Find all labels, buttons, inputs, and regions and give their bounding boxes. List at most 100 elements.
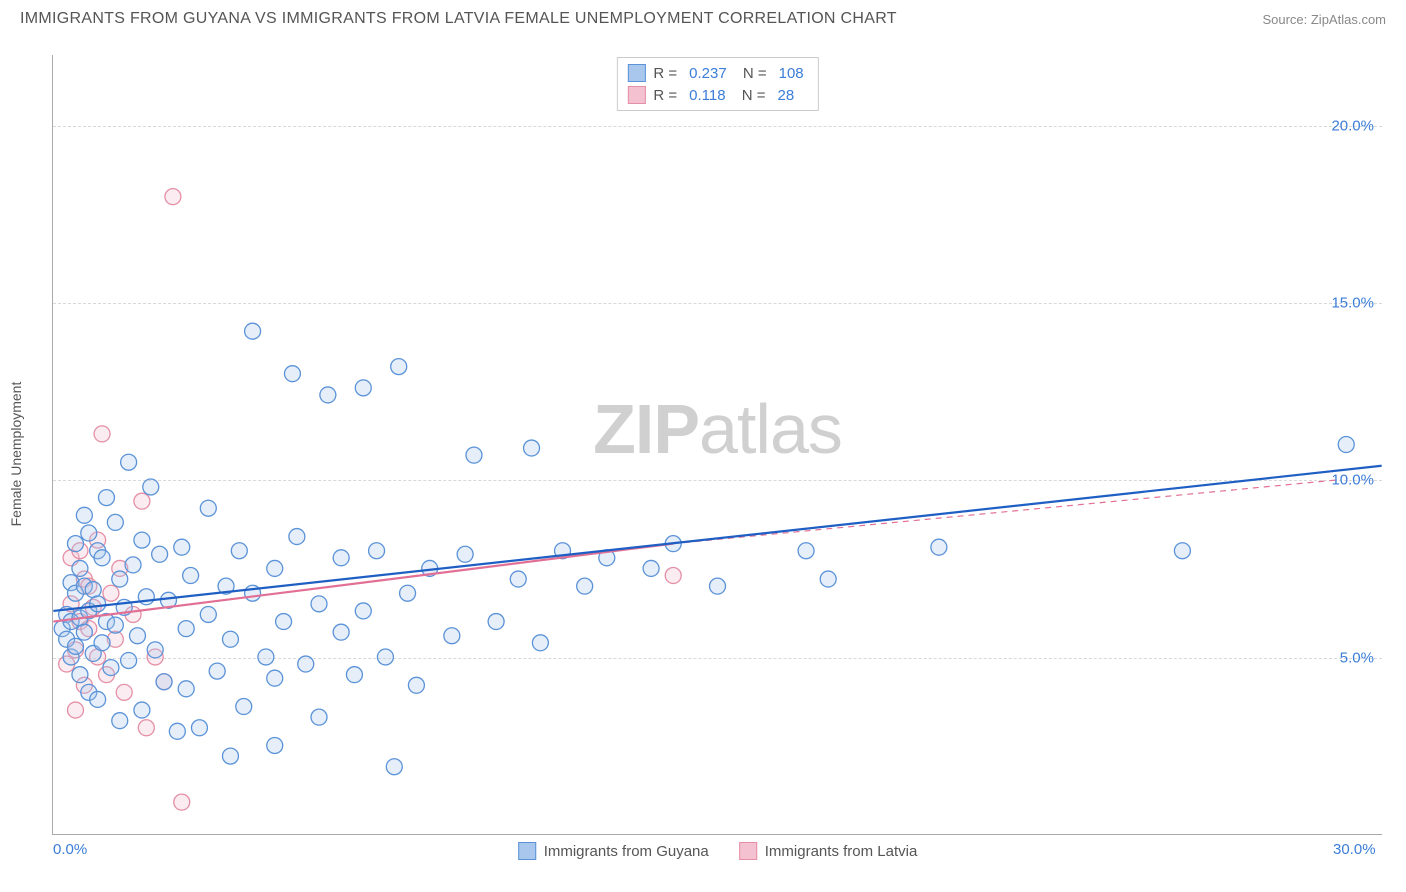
legend-label-guyana: Immigrants from Guyana (544, 843, 709, 860)
y-axis-label: Female Unemployment (8, 382, 24, 527)
scatter-point (94, 635, 110, 651)
scatter-point (355, 380, 371, 396)
scatter-point (643, 560, 659, 576)
scatter-point (72, 667, 88, 683)
scatter-point (665, 568, 681, 584)
swatch-guyana (627, 64, 645, 82)
scatter-point (284, 366, 300, 382)
scatter-point (1338, 437, 1354, 453)
chart-plot-area: ZIPatlas 5.0%10.0%15.0%20.0% R = 0.237 N… (52, 55, 1382, 835)
stats-legend-box: R = 0.237 N = 108 R = 0.118 N = 28 (616, 57, 818, 111)
scatter-point (298, 656, 314, 672)
scatter-point (524, 440, 540, 456)
scatter-point (377, 649, 393, 665)
scatter-point (355, 603, 371, 619)
scatter-point (147, 642, 163, 658)
scatter-point (107, 617, 123, 633)
scatter-point (466, 447, 482, 463)
scatter-point (710, 578, 726, 594)
scatter-point (333, 624, 349, 640)
scatter-point (311, 709, 327, 725)
stat-R-latvia: 0.118 (689, 87, 725, 104)
scatter-point (333, 550, 349, 566)
scatter-point (444, 628, 460, 644)
scatter-point (245, 323, 261, 339)
scatter-point (267, 737, 283, 753)
scatter-point (121, 653, 137, 669)
scatter-point (267, 670, 283, 686)
scatter-point (258, 649, 274, 665)
scatter-point (94, 550, 110, 566)
scatter-point (134, 493, 150, 509)
stat-N-label: N = (738, 87, 766, 104)
scatter-point (931, 539, 947, 555)
scatter-point (222, 631, 238, 647)
scatter-point (90, 596, 106, 612)
scatter-point (200, 500, 216, 516)
scatter-point (129, 628, 145, 644)
scatter-point (457, 546, 473, 562)
scatter-point (267, 560, 283, 576)
scatter-point (68, 702, 84, 718)
scatter-point (116, 684, 132, 700)
scatter-point (68, 638, 84, 654)
scatter-point (311, 596, 327, 612)
stat-R-label: R = (653, 65, 677, 82)
stat-R-label: R = (653, 87, 677, 104)
stat-R-guyana: 0.237 (689, 65, 727, 82)
scatter-point (76, 624, 92, 640)
scatter-point (408, 677, 424, 693)
legend-item-latvia: Immigrants from Latvia (739, 842, 918, 860)
stat-N-latvia: 28 (778, 87, 795, 104)
scatter-point (798, 543, 814, 559)
scatter-point (138, 720, 154, 736)
scatter-point (183, 568, 199, 584)
scatter-point (85, 582, 101, 598)
scatter-point (178, 681, 194, 697)
scatter-point (200, 606, 216, 622)
chart-title: IMMIGRANTS FROM GUYANA VS IMMIGRANTS FRO… (20, 10, 897, 28)
scatter-point (103, 660, 119, 676)
x-tick-label: 0.0% (53, 841, 87, 858)
scatter-point (156, 674, 172, 690)
source-label: Source: ZipAtlas.com (1262, 12, 1386, 27)
scatter-point (577, 578, 593, 594)
scatter-point (90, 691, 106, 707)
scatter-point (369, 543, 385, 559)
scatter-point (72, 560, 88, 576)
scatter-point (174, 794, 190, 810)
scatter-point (68, 536, 84, 552)
bottom-legend: Immigrants from Guyana Immigrants from L… (518, 842, 918, 860)
scatter-point (76, 507, 92, 523)
scatter-point (165, 189, 181, 205)
legend-label-latvia: Immigrants from Latvia (765, 843, 918, 860)
swatch-latvia (739, 842, 757, 860)
scatter-point (178, 621, 194, 637)
scatter-point (820, 571, 836, 587)
scatter-point (152, 546, 168, 562)
scatter-point (400, 585, 416, 601)
stat-N-guyana: 108 (779, 65, 804, 82)
scatter-point (98, 490, 114, 506)
scatter-point (174, 539, 190, 555)
scatter-point (1174, 543, 1190, 559)
scatter-point (134, 532, 150, 548)
scatter-point (346, 667, 362, 683)
scatter-point (143, 479, 159, 495)
scatter-svg (53, 55, 1382, 834)
scatter-point (125, 557, 141, 573)
scatter-point (169, 723, 185, 739)
scatter-point (107, 514, 123, 530)
stat-N-label: N = (739, 65, 767, 82)
scatter-point (81, 525, 97, 541)
legend-item-guyana: Immigrants from Guyana (518, 842, 709, 860)
scatter-point (209, 663, 225, 679)
scatter-point (320, 387, 336, 403)
scatter-point (222, 748, 238, 764)
scatter-point (276, 614, 292, 630)
scatter-point (191, 720, 207, 736)
scatter-point (103, 585, 119, 601)
scatter-point (386, 759, 402, 775)
scatter-point (289, 529, 305, 545)
scatter-point (236, 699, 252, 715)
